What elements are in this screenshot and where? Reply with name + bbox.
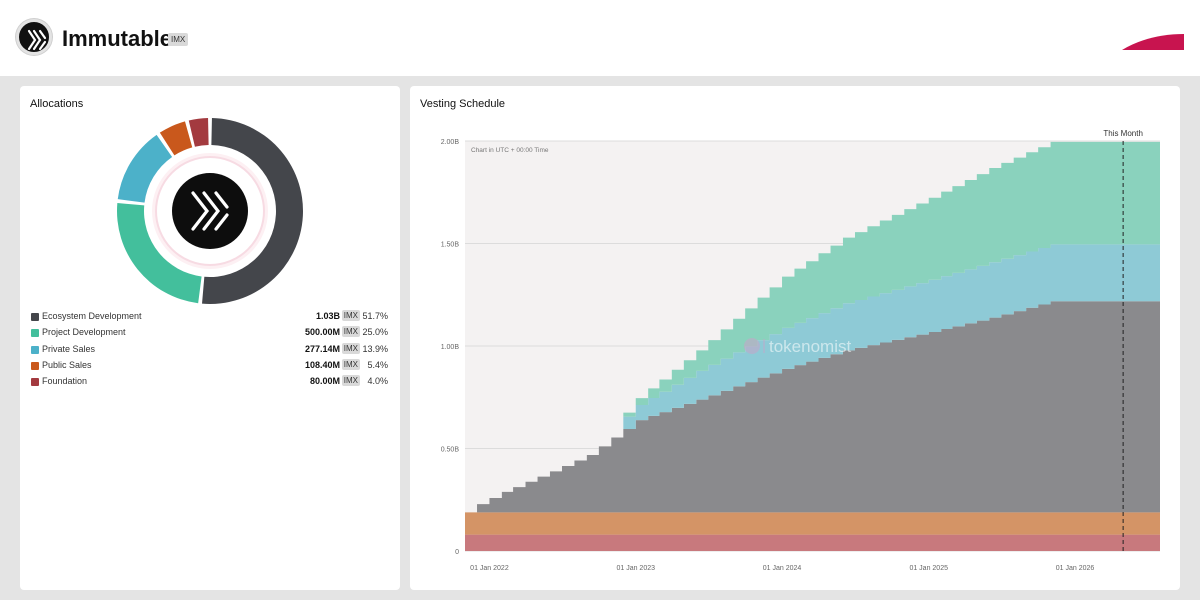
token-symbol-badge: IMX [168,33,189,46]
tokenomist-watermark: tokenomist [744,337,851,356]
donut-slice-foundation[interactable] [188,118,209,147]
legend-swatch [31,329,39,338]
legend-percent: 5.4% [367,359,388,370]
red-swoosh-icon [1122,34,1184,50]
legend-row-ecosystem-development[interactable]: Ecosystem Development 1.03B IMX 51.7% [30,310,390,326]
legend-row-private-sales[interactable]: Private Sales 277.14M IMX 13.9% [30,342,390,359]
allocations-donut-chart [117,118,303,304]
legend-unit: IMX [341,358,360,370]
donut-slice-project-development[interactable] [117,203,202,304]
legend-row-foundation[interactable]: Foundation 80.00M IMX 4.0% [30,375,390,391]
y-tick-label: 2.00B [441,139,460,146]
vesting-title: Vesting Schedule [420,98,506,110]
token-logo [16,19,52,55]
legend-row-public-sales[interactable]: Public Sales 108.40M IMX 5.4% [30,358,390,375]
legend-unit: IMX [341,342,360,354]
legend-swatch [31,361,39,370]
legend-amount: 1.03B [315,311,340,321]
immutable-x-logo-icon [27,29,47,51]
allocations-title: Allocations [30,98,84,110]
x-tick-label: 01 Jan 2024 [763,565,802,572]
allocations-legend: Ecosystem Development 1.03B IMX 51.7% Projec… [30,310,390,391]
x-tick-label: 01 Jan 2023 [616,565,655,572]
x-tick-label: 01 Jan 2026 [1056,565,1095,572]
immutable-x-logo-icon [191,191,229,231]
legend-unit: IMX [341,310,360,321]
donut-slice-private-sales[interactable] [117,134,173,203]
legend-amount: 277.14M [304,343,340,354]
y-tick-label: 0.50B [441,447,460,454]
legend-name: Private Sales [42,343,96,354]
legend-percent: 13.9% [362,343,388,354]
area-series-project-development[interactable] [465,141,1160,513]
y-tick-label: 1.50B [441,242,460,249]
legend-swatch [31,313,39,321]
legend-name: Project Development [42,327,126,338]
legend-unit: IMX [341,375,360,387]
legend-amount: 80.00M [309,376,340,387]
area-series-ecosystem-development[interactable] [465,301,1160,513]
legend-unit: IMX [341,326,360,338]
top-header: Immutable IMX [0,0,1200,76]
y-tick-label: 0 [455,549,459,556]
legend-row-project-development[interactable]: Project Development 500.00M IMX 25.0% [30,326,390,342]
vesting-schedule-card: Vesting Schedule 0 0.50B 1.00B 1.50B 2.00B 01… [410,86,1180,590]
legend-percent: 4.0% [367,376,388,387]
token-name: Immutable [62,26,173,51]
x-tick-label: 01 Jan 2025 [909,565,948,572]
donut-center-logo [172,173,248,249]
legend-name: Ecosystem Development [42,311,142,321]
y-tick-label: 1.00B [441,344,460,351]
area-series-private-sales[interactable] [465,244,1160,513]
donut-slice-public-sales[interactable] [159,121,193,156]
allocations-card: Allocations Ecosystem Development 1.03B IM… [20,86,400,590]
area-series-public-sales[interactable] [465,512,1160,535]
legend-percent: 25.0% [362,327,388,338]
chart-timezone-note: Chart in UTC + 00:00 Time [471,147,549,154]
area-series-foundation[interactable] [465,534,1160,551]
donut-slice-ecosystem-development[interactable] [202,118,303,304]
legend-amount: 500.00M [304,327,340,338]
legend-amount: 108.40M [304,359,340,370]
legend-swatch [31,378,39,387]
this-month-label: This Month [1103,129,1143,138]
legend-swatch [31,345,39,354]
watermark-text: tokenomist [769,337,851,356]
x-tick-label: 01 Jan 2022 [470,565,509,572]
legend-name: Foundation [42,376,88,387]
watermark-logo-icon [744,338,760,354]
legend-name: Public Sales [42,359,92,370]
legend-percent: 51.7% [362,311,388,321]
vesting-schedule-chart[interactable]: 0 0.50B 1.00B 1.50B 2.00B 01 Jan 2022 01 Jan 2… [410,86,1180,590]
